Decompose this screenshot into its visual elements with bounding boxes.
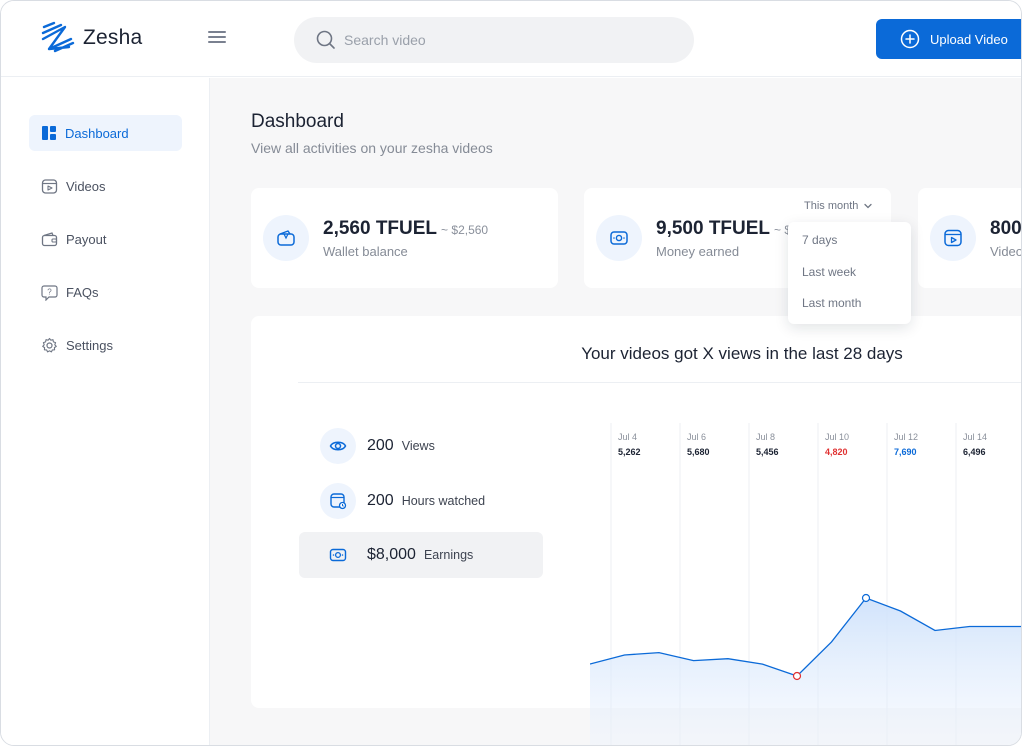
upload-video-button[interactable]: Upload Video [876,19,1021,59]
sidebar: Dashboard Videos Payout ? FAQs [1,78,210,745]
wallet-usd-approx: ~ $2,560 [441,223,489,237]
data-label: 5,680 [687,447,710,457]
page-title: Dashboard [251,111,344,132]
stat-views[interactable]: 200 Views [299,423,543,469]
search-bar[interactable] [294,17,694,63]
x-tick-label: Jul 8 [756,432,775,442]
money-icon [320,537,356,573]
x-tick-label: Jul 14 [963,432,987,442]
period-filter-dropdown[interactable]: This month [804,200,873,212]
wallet-icon [263,215,309,261]
card-label: Videos [990,244,1021,259]
stat-value: 200 [367,492,394,509]
views-chart: Jul 4 5,262 Jul 6 5,680 Jul 8 5,456 Jul 10 4,82… [590,423,1021,745]
x-tick-label: Jul 6 [687,432,706,442]
stat-label: Views [401,439,435,453]
top-bar: Zesha Upload Video [1,1,1021,77]
plus-circle-icon [900,29,920,49]
sidebar-item-faqs[interactable]: ? FAQs [29,274,182,310]
period-filter-menu: 7 days Last week Last month [788,222,911,324]
sidebar-item-videos[interactable]: Videos [29,168,182,204]
period-option-last-month[interactable]: Last month [802,296,862,310]
gear-icon [42,337,57,352]
card-value: 800 [990,218,1022,239]
stat-value: $8,000 [367,546,416,563]
chevron-down-icon [864,203,873,209]
card-label: Money earned [656,244,740,259]
search-icon [316,30,335,49]
stat-value: 200 [367,437,394,454]
stat-label: Hours watched [401,494,486,508]
sidebar-item-label: FAQs [66,284,99,300]
data-label: 4,820 [825,447,848,457]
wallet-tfuel-value: 2,560 TFUEL [323,218,438,239]
period-option-last-week[interactable]: Last week [802,265,857,279]
stat-hours-watched[interactable]: 200 Hours watched [299,478,543,524]
wallet-icon [41,231,58,246]
logo[interactable]: Zesha [41,21,142,55]
main-content: Dashboard View all activities on your ze… [210,78,1022,745]
video-icon [41,178,58,194]
wallet-balance-card: 2,560 TFUEL ~ $2,560 Wallet balance [251,188,558,288]
high-point-marker[interactable] [861,593,871,603]
zesha-logo-icon [41,21,75,53]
eye-icon [320,428,356,464]
money-icon [596,215,642,261]
sidebar-item-label: Payout [66,231,107,247]
period-option-7-days[interactable]: 7 days [802,233,838,247]
sidebar-item-settings[interactable]: Settings [29,327,182,363]
video-icon [930,215,976,261]
earned-tfuel-value: 9,500 TFUEL [656,218,771,239]
stat-label: Earnings [423,548,474,562]
clock-icon [320,483,356,519]
sidebar-item-label: Settings [66,337,113,353]
divider [298,382,1021,383]
low-point-marker[interactable] [792,671,802,681]
x-tick-label: Jul 10 [825,432,849,442]
sidebar-item-label: Videos [66,178,106,194]
views-panel-title: Your videos got X views in the last 28 d… [581,344,903,363]
data-label: 5,262 [618,447,641,457]
videos-card: 800 Videos [918,188,1022,288]
sidebar-item-dashboard[interactable]: Dashboard [29,115,182,151]
chart-area [590,598,1021,745]
dashboard-icon [42,126,56,140]
data-label: 6,496 [963,447,986,457]
x-tick-label: Jul 4 [618,432,637,442]
question-icon: ? [41,284,58,301]
card-label: Wallet balance [323,244,408,259]
menu-toggle-icon[interactable] [208,31,230,47]
upload-video-label: Upload Video [930,31,1008,47]
svg-text:?: ? [47,287,52,296]
page-subtitle: View all activities on your zesha videos [251,140,493,156]
sidebar-item-label: Dashboard [65,125,129,141]
period-filter-selected: This month [804,200,859,212]
app-name: Zesha [83,26,143,49]
card-value: 2,560 TFUEL ~ $2,560 [323,218,488,240]
search-input[interactable] [344,32,644,48]
sidebar-item-payout[interactable]: Payout [29,221,182,257]
data-label: 7,690 [894,447,917,457]
data-label: 5,456 [756,447,779,457]
x-tick-label: Jul 12 [894,432,918,442]
stat-earnings[interactable]: $8,000 Earnings [299,532,543,578]
